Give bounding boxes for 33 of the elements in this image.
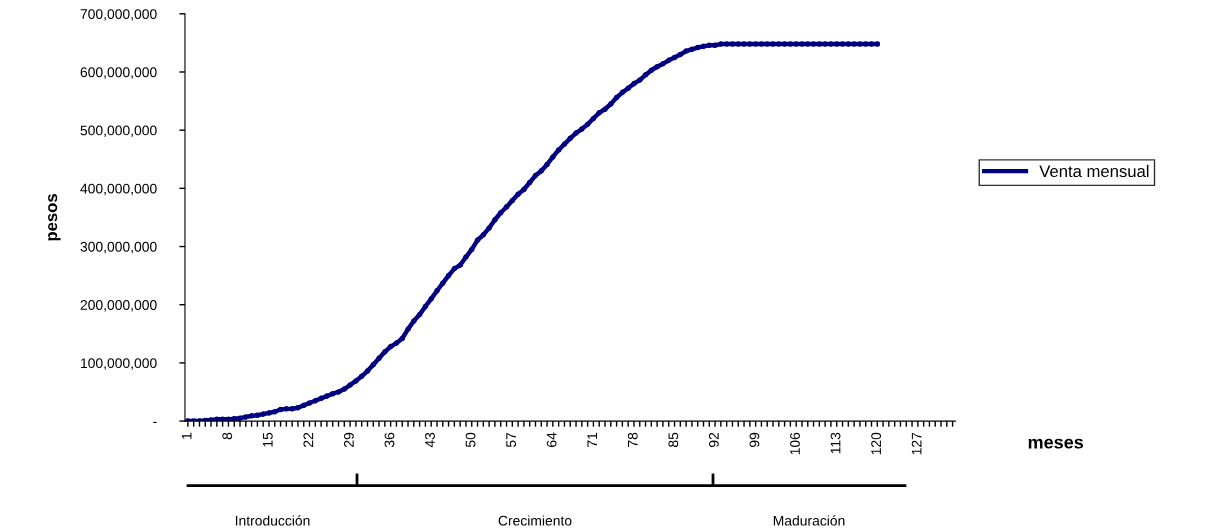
y-tick-label: 600,000,000 [80,67,157,79]
x-tick-label: 43 [425,432,435,448]
x-tick-label: 50 [465,432,476,448]
x-tick-label: 106 [790,432,800,455]
y-tick-label: 500,000,000 [80,125,157,137]
y-tick-label: - [153,421,157,423]
y-axis-title: pesos [48,194,61,241]
x-tick-label: 71 [587,432,597,447]
x-tick-label: 99 [749,432,760,447]
x-tick-label: 29 [343,432,354,447]
x-tick-label: 64 [546,432,557,447]
y-tick-label: 200,000,000 [80,300,157,312]
x-tick-label: 113 [830,432,841,454]
legend-label: Venta mensual [1039,164,1149,178]
x-tick-label: 8 [222,432,233,440]
x-tick-label: 120 [871,432,882,455]
x-tick-label: 92 [708,432,719,447]
x-axis-title: meses [1028,438,1084,449]
x-tick-label: 57 [506,432,517,448]
y-tick-label: 100,000,000 [81,358,157,370]
text: Crecimiento [498,515,572,526]
x-tick-label: 15 [263,432,273,447]
y-tick-label: 300,000,000 [80,241,157,254]
text: Introducción [235,515,310,526]
x-tick-label: 127 [911,432,922,455]
y-tick-label: 400,000,000 [80,183,157,196]
y-tick-label: 700,000,000 [80,9,157,21]
x-tick-label: 85 [668,432,679,448]
x-tick-label: 1 [181,432,192,439]
x-tick-label: 22 [303,432,314,447]
text: Maduración [773,515,845,526]
x-tick-label: 78 [627,432,638,447]
x-tick-label: 36 [384,432,395,448]
